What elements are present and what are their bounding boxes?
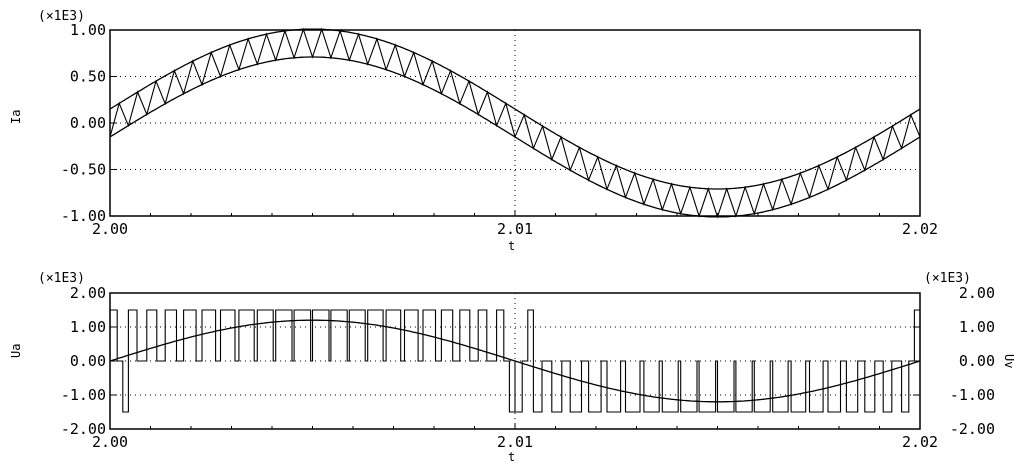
x-tick-label: 2.01 (497, 220, 533, 238)
bottom-x-axis: 2.00 2.01 2.02 (92, 423, 938, 451)
bottom-right-multiplier: (×1E3) (924, 271, 971, 286)
y-tick-label: 0.00 (70, 114, 106, 132)
y-tick-label: -1.00 (61, 386, 106, 404)
y-tick-label-right: -1.00 (950, 386, 995, 404)
y-tick-label: 1.00 (70, 21, 106, 39)
current-sawtooth-line (109, 27, 921, 219)
voltage-chart: (×1E3) (×1E3) 2.00 1.00 0.00 -1.00 -2.00 2.0… (9, 271, 1016, 464)
bottom-right-y-axis-label: Uv (1002, 354, 1016, 368)
y-tick-label: 1.00 (70, 318, 106, 336)
top-y-axis: 1.00 0.50 0.00 -0.50 -1.00 (61, 21, 117, 225)
bottom-y-axis-left: 2.00 1.00 0.00 -1.00 -2.00 (61, 284, 117, 438)
x-tick-label: 2.00 (92, 433, 128, 451)
top-y-axis-label: Ia (9, 110, 23, 124)
top-gridlines (110, 30, 920, 216)
switched-voltage-line (109, 309, 921, 413)
current-chart: (×1E3) 1.000.500.00-0.50-1.00 2.00 2.01 2.… (9, 9, 938, 253)
y-tick-label: -0.50 (61, 161, 106, 179)
y-tick-label: -1.00 (61, 207, 106, 225)
y-tick-label-right: -2.00 (950, 420, 995, 438)
x-tick-label: 2.00 (92, 220, 128, 238)
y-tick-label: 2.00 (70, 284, 106, 302)
bottom-left-y-axis-label: Ua (9, 344, 23, 358)
upper-band-line (109, 28, 921, 190)
bottom-y-axis-right: 2.00 1.00 0.00 -1.00 -2.00 (913, 284, 995, 438)
y-tick-label-right: 0.00 (959, 352, 995, 370)
x-tick-label: 2.01 (497, 433, 533, 451)
y-tick-label-right: 2.00 (959, 284, 995, 302)
top-multiplier: (×1E3) (38, 9, 85, 24)
y-tick-label: 0.50 (70, 68, 106, 86)
top-series-group (109, 27, 921, 219)
x-tick-label: 2.02 (902, 220, 938, 238)
top-x-axis: 2.00 2.01 2.02 (92, 210, 938, 238)
y-tick-label-right: 1.00 (959, 318, 995, 336)
bottom-left-multiplier: (×1E3) (38, 271, 85, 286)
y-tick-label: 0.00 (70, 352, 106, 370)
y-tick-label: -2.00 (61, 420, 106, 438)
x-tick-label: 2.02 (902, 433, 938, 451)
bottom-x-axis-label: t (508, 450, 515, 464)
top-x-axis-label: t (508, 239, 515, 253)
bottom-series-group (109, 309, 921, 413)
